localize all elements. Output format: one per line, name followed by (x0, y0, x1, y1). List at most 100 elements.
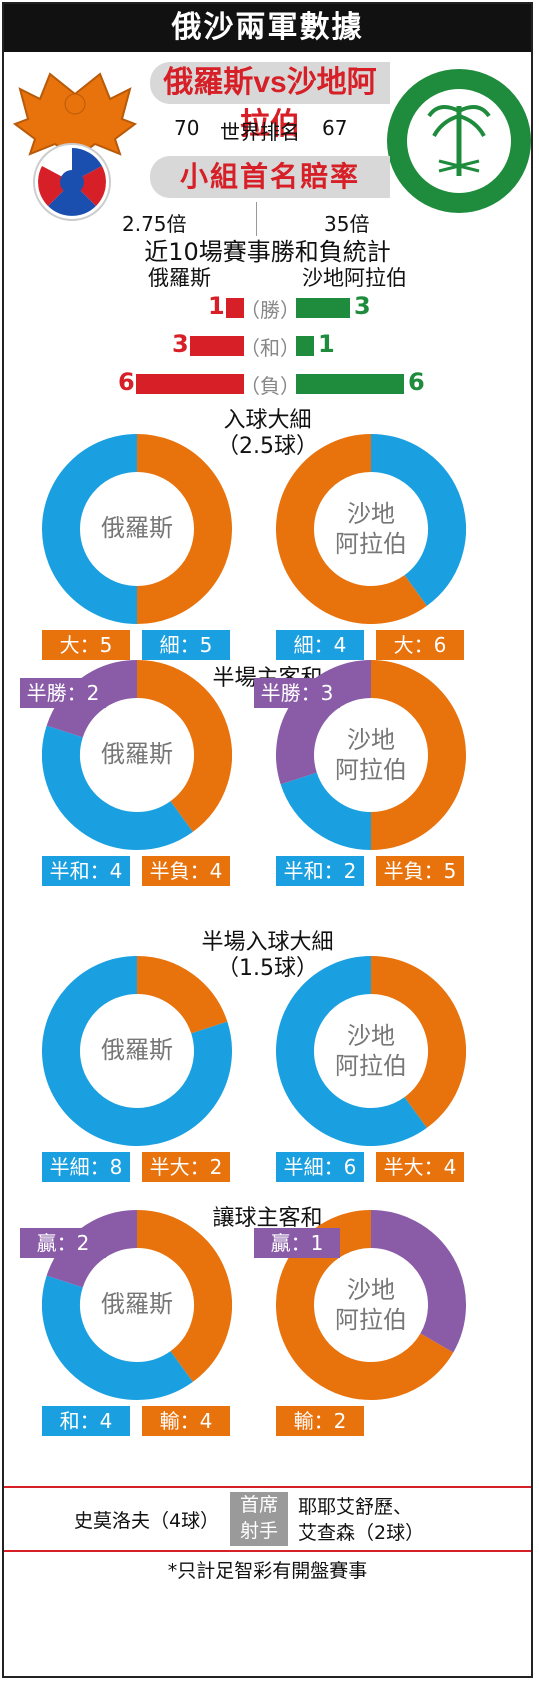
legend-tag: 半大：4 (376, 1152, 464, 1182)
legend-tag: 半細：8 (42, 1152, 130, 1182)
legend-tag: 半負：4 (142, 856, 230, 886)
record-label: （勝） (240, 298, 300, 322)
record-label: （負） (240, 374, 300, 398)
donut-center-line2: 阿拉伯 (335, 756, 407, 784)
legend-tag: 細：4 (276, 630, 364, 660)
legend-tag: 細：5 (142, 630, 230, 660)
donut-center-label: 沙地 阿拉伯 (276, 725, 466, 785)
legend-tag: 輸：4 (142, 1406, 230, 1436)
donut-slice (370, 434, 466, 606)
donut-slice (370, 660, 466, 850)
scorer-label-line1: 首席 (239, 1494, 278, 1516)
legend-tag: 贏：1 (254, 1228, 340, 1258)
team-a-name: 俄羅斯 (163, 65, 254, 100)
record-value-team-a: 3 (172, 330, 189, 358)
donut-center-line1: 沙地 (347, 1022, 395, 1050)
donut-center-line1: 沙地 (347, 726, 395, 754)
record-bar-team-b (296, 298, 350, 318)
donut-center-line2: 阿拉伯 (335, 530, 407, 558)
vs-label: vs (253, 66, 287, 99)
legend-tag: 半負：5 (376, 856, 464, 886)
record-value-team-b: 3 (354, 292, 371, 320)
donut-slice (280, 771, 372, 850)
section-subtitle: （2.5球） (217, 434, 318, 459)
russia-eagle-emblem (12, 72, 138, 221)
donut-center-line1: 沙地 (347, 500, 395, 528)
section-title: 半場入球大細 (201, 930, 334, 955)
donut-center-label: 俄羅斯 (101, 740, 173, 768)
record-value-team-b: 6 (408, 368, 425, 396)
legend-tag: 半和：4 (42, 856, 130, 886)
legend-tag: 半勝：3 (254, 678, 340, 708)
match-title: 俄羅斯vs沙地阿拉伯 (150, 62, 390, 142)
legend-tag: 和：4 (42, 1406, 130, 1436)
legend-tag: 半和：2 (276, 856, 364, 886)
section-title: 入球大細 (223, 408, 312, 433)
donut-chart-team-b (276, 660, 466, 850)
scorer-label-line2: 射手 (239, 1520, 278, 1542)
scorer-team-b-line1: 耶耶艾舒歷、 (298, 1496, 413, 1518)
record-bar-team-b (296, 336, 314, 356)
record-bar-team-a (190, 336, 244, 356)
record-value-team-b: 1 (318, 330, 335, 358)
donut-slice (136, 1210, 232, 1382)
donut-slice (136, 434, 232, 624)
saudi-federation-emblem (387, 69, 531, 213)
recent-team-b-label: 沙地阿拉伯 (302, 266, 407, 290)
donut-center-label: 俄羅斯 (101, 1036, 173, 1064)
donut-slice (42, 956, 232, 1146)
donut-slice (42, 1275, 193, 1400)
odds-divider (256, 202, 257, 236)
section-subtitle: （1.5球） (217, 956, 318, 981)
donut-center-label: 沙地 阿拉伯 (276, 1275, 466, 1335)
record-value-team-a: 6 (118, 368, 135, 396)
donut-slice (276, 660, 372, 785)
scorer-team-b-line2: 艾查森（2球） (298, 1522, 425, 1544)
record-bar-team-a (136, 374, 244, 394)
odds-title: 小組首名賠率 (150, 156, 390, 198)
donut-center-label: 沙地 阿拉伯 (276, 1021, 466, 1081)
odds-team-b: 35倍 (324, 212, 370, 236)
ranking-label: 世界排名 (220, 120, 300, 144)
legend-tag: 大：5 (42, 630, 130, 660)
donut-chart-team-b (276, 956, 466, 1146)
donut-slice (42, 725, 193, 850)
page-title: 俄沙兩軍數據 (4, 4, 531, 52)
donut-slice (370, 1210, 466, 1353)
footnote: *只計足智彩有開盤賽事 (167, 1560, 368, 1582)
donut-chart-team-a (42, 434, 232, 624)
donut-center-line2: 阿拉伯 (335, 1052, 407, 1080)
team-b-name: 沙地阿拉伯 (240, 65, 377, 142)
recent-title: 近10場賽事勝和負統計 (144, 238, 391, 266)
footer-line-top (4, 1486, 531, 1488)
donut-center-line1: 沙地 (347, 1276, 395, 1304)
donut-slice (276, 434, 427, 624)
record-label: （和） (240, 336, 300, 360)
ranking-team-a: 70 (174, 116, 200, 140)
legend-tag: 半勝：2 (20, 678, 106, 708)
donut-slice (276, 956, 427, 1146)
legend-tag: 半大：2 (142, 1152, 230, 1182)
recent-team-a-label: 俄羅斯 (148, 266, 211, 290)
ranking-team-b: 67 (322, 116, 348, 140)
donut-center-label: 俄羅斯 (101, 1290, 173, 1318)
legend-tag: 半細：6 (276, 1152, 364, 1182)
record-bar-team-a (226, 298, 244, 318)
section-title: 讓球主客和 (212, 1206, 323, 1231)
donut-slice (136, 956, 228, 1035)
legend-tag: 贏：2 (20, 1228, 106, 1258)
donut-center-label: 沙地 阿拉伯 (276, 499, 466, 559)
footer-line-bottom (4, 1550, 531, 1552)
odds-team-a: 2.75倍 (122, 212, 187, 236)
scorer-label: 首席 射手 (230, 1492, 288, 1546)
donut-chart-team-a (42, 956, 232, 1146)
donut-slice (370, 956, 466, 1128)
legend-tag: 大：6 (376, 630, 464, 660)
legend-tag: 輸：2 (276, 1406, 364, 1436)
donut-slice (42, 434, 138, 624)
donut-slice (136, 660, 232, 832)
donut-center-label: 俄羅斯 (101, 514, 173, 542)
donut-chart-team-b (276, 434, 466, 624)
donut-center-line2: 阿拉伯 (335, 1306, 407, 1334)
